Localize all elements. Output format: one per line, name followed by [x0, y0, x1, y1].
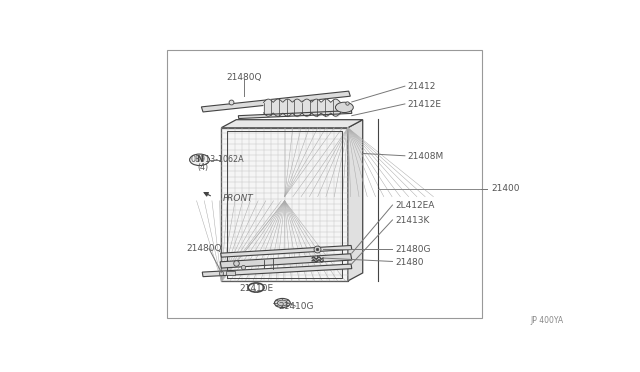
Circle shape: [335, 102, 353, 112]
Polygon shape: [238, 110, 352, 119]
Circle shape: [277, 300, 287, 306]
Text: 21408M: 21408M: [408, 152, 444, 161]
Text: 21410E: 21410E: [240, 284, 274, 293]
Polygon shape: [348, 120, 363, 281]
Text: (4): (4): [198, 163, 209, 172]
Text: FRONT: FRONT: [223, 194, 253, 203]
Circle shape: [189, 154, 209, 166]
Polygon shape: [221, 128, 348, 281]
Text: 21480: 21480: [395, 258, 424, 267]
Circle shape: [275, 298, 291, 308]
Text: N: N: [196, 155, 203, 164]
Bar: [227, 271, 236, 275]
Text: 08913-1062A: 08913-1062A: [190, 155, 244, 164]
Polygon shape: [202, 264, 352, 277]
Polygon shape: [220, 254, 352, 268]
Text: 21410G: 21410G: [278, 302, 314, 311]
Text: 21413K: 21413K: [395, 216, 429, 225]
Text: JP 400YA: JP 400YA: [531, 316, 564, 325]
Text: 2L412EA: 2L412EA: [395, 201, 435, 209]
Polygon shape: [221, 120, 363, 128]
Text: 21412E: 21412E: [408, 100, 442, 109]
Text: 21480Q: 21480Q: [226, 73, 261, 82]
Text: 21480G: 21480G: [395, 245, 431, 254]
Text: 21412: 21412: [408, 82, 436, 91]
Polygon shape: [221, 246, 352, 257]
Bar: [167, 50, 482, 318]
Text: 21480Q: 21480Q: [187, 244, 222, 253]
Polygon shape: [202, 91, 350, 112]
Text: 21400: 21400: [492, 184, 520, 193]
